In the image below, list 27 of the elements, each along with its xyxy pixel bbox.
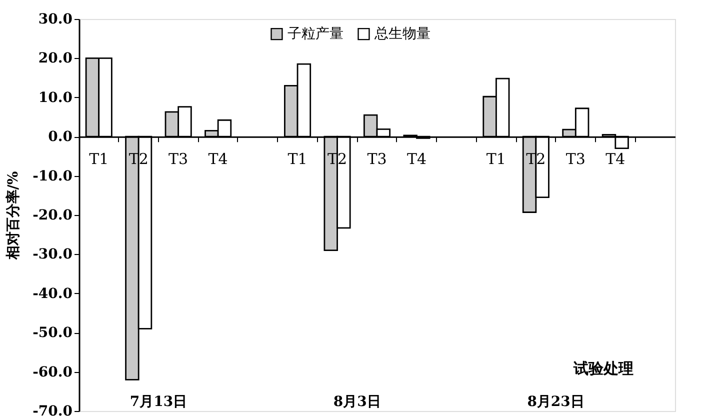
legend-label: 子粒产量 bbox=[288, 26, 344, 42]
x-tick-label: T1 bbox=[486, 150, 506, 168]
y-tick-label: -40.0 bbox=[32, 286, 73, 302]
annotation: 8月23日 bbox=[527, 394, 584, 410]
x-tick-label: T1 bbox=[288, 150, 308, 168]
x-axis-title: 试验处理 bbox=[572, 359, 634, 378]
y-tick-label: 0.0 bbox=[48, 129, 73, 146]
y-tick-label: -70.0 bbox=[32, 404, 73, 416]
y-tick-label: 10.0 bbox=[38, 90, 73, 106]
y-tick-label: -60.0 bbox=[32, 364, 73, 380]
y-tick-label: 30.0 bbox=[38, 12, 73, 28]
x-tick-label: T3 bbox=[168, 150, 188, 168]
y-tick-label: -20.0 bbox=[32, 208, 73, 224]
y-axis-title: 相对百分率/% bbox=[4, 171, 22, 261]
y-tick-label: 20.0 bbox=[38, 50, 73, 67]
y-tick-label: -10.0 bbox=[32, 168, 73, 184]
x-tick-label: T4 bbox=[208, 150, 228, 168]
x-tick-label: T3 bbox=[367, 150, 387, 168]
x-tick-label: T4 bbox=[406, 150, 427, 168]
x-tick-label: T1 bbox=[89, 150, 109, 168]
y-tick-label: -50.0 bbox=[32, 325, 73, 342]
annotation: 7月13日 bbox=[130, 394, 188, 410]
y-tick-label: -30.0 bbox=[32, 246, 73, 263]
x-tick-label: T4 bbox=[606, 150, 626, 168]
x-tick-label: T3 bbox=[566, 150, 586, 168]
legend-label: 总生物量 bbox=[374, 26, 431, 42]
annotation: 8月3日 bbox=[333, 394, 381, 410]
